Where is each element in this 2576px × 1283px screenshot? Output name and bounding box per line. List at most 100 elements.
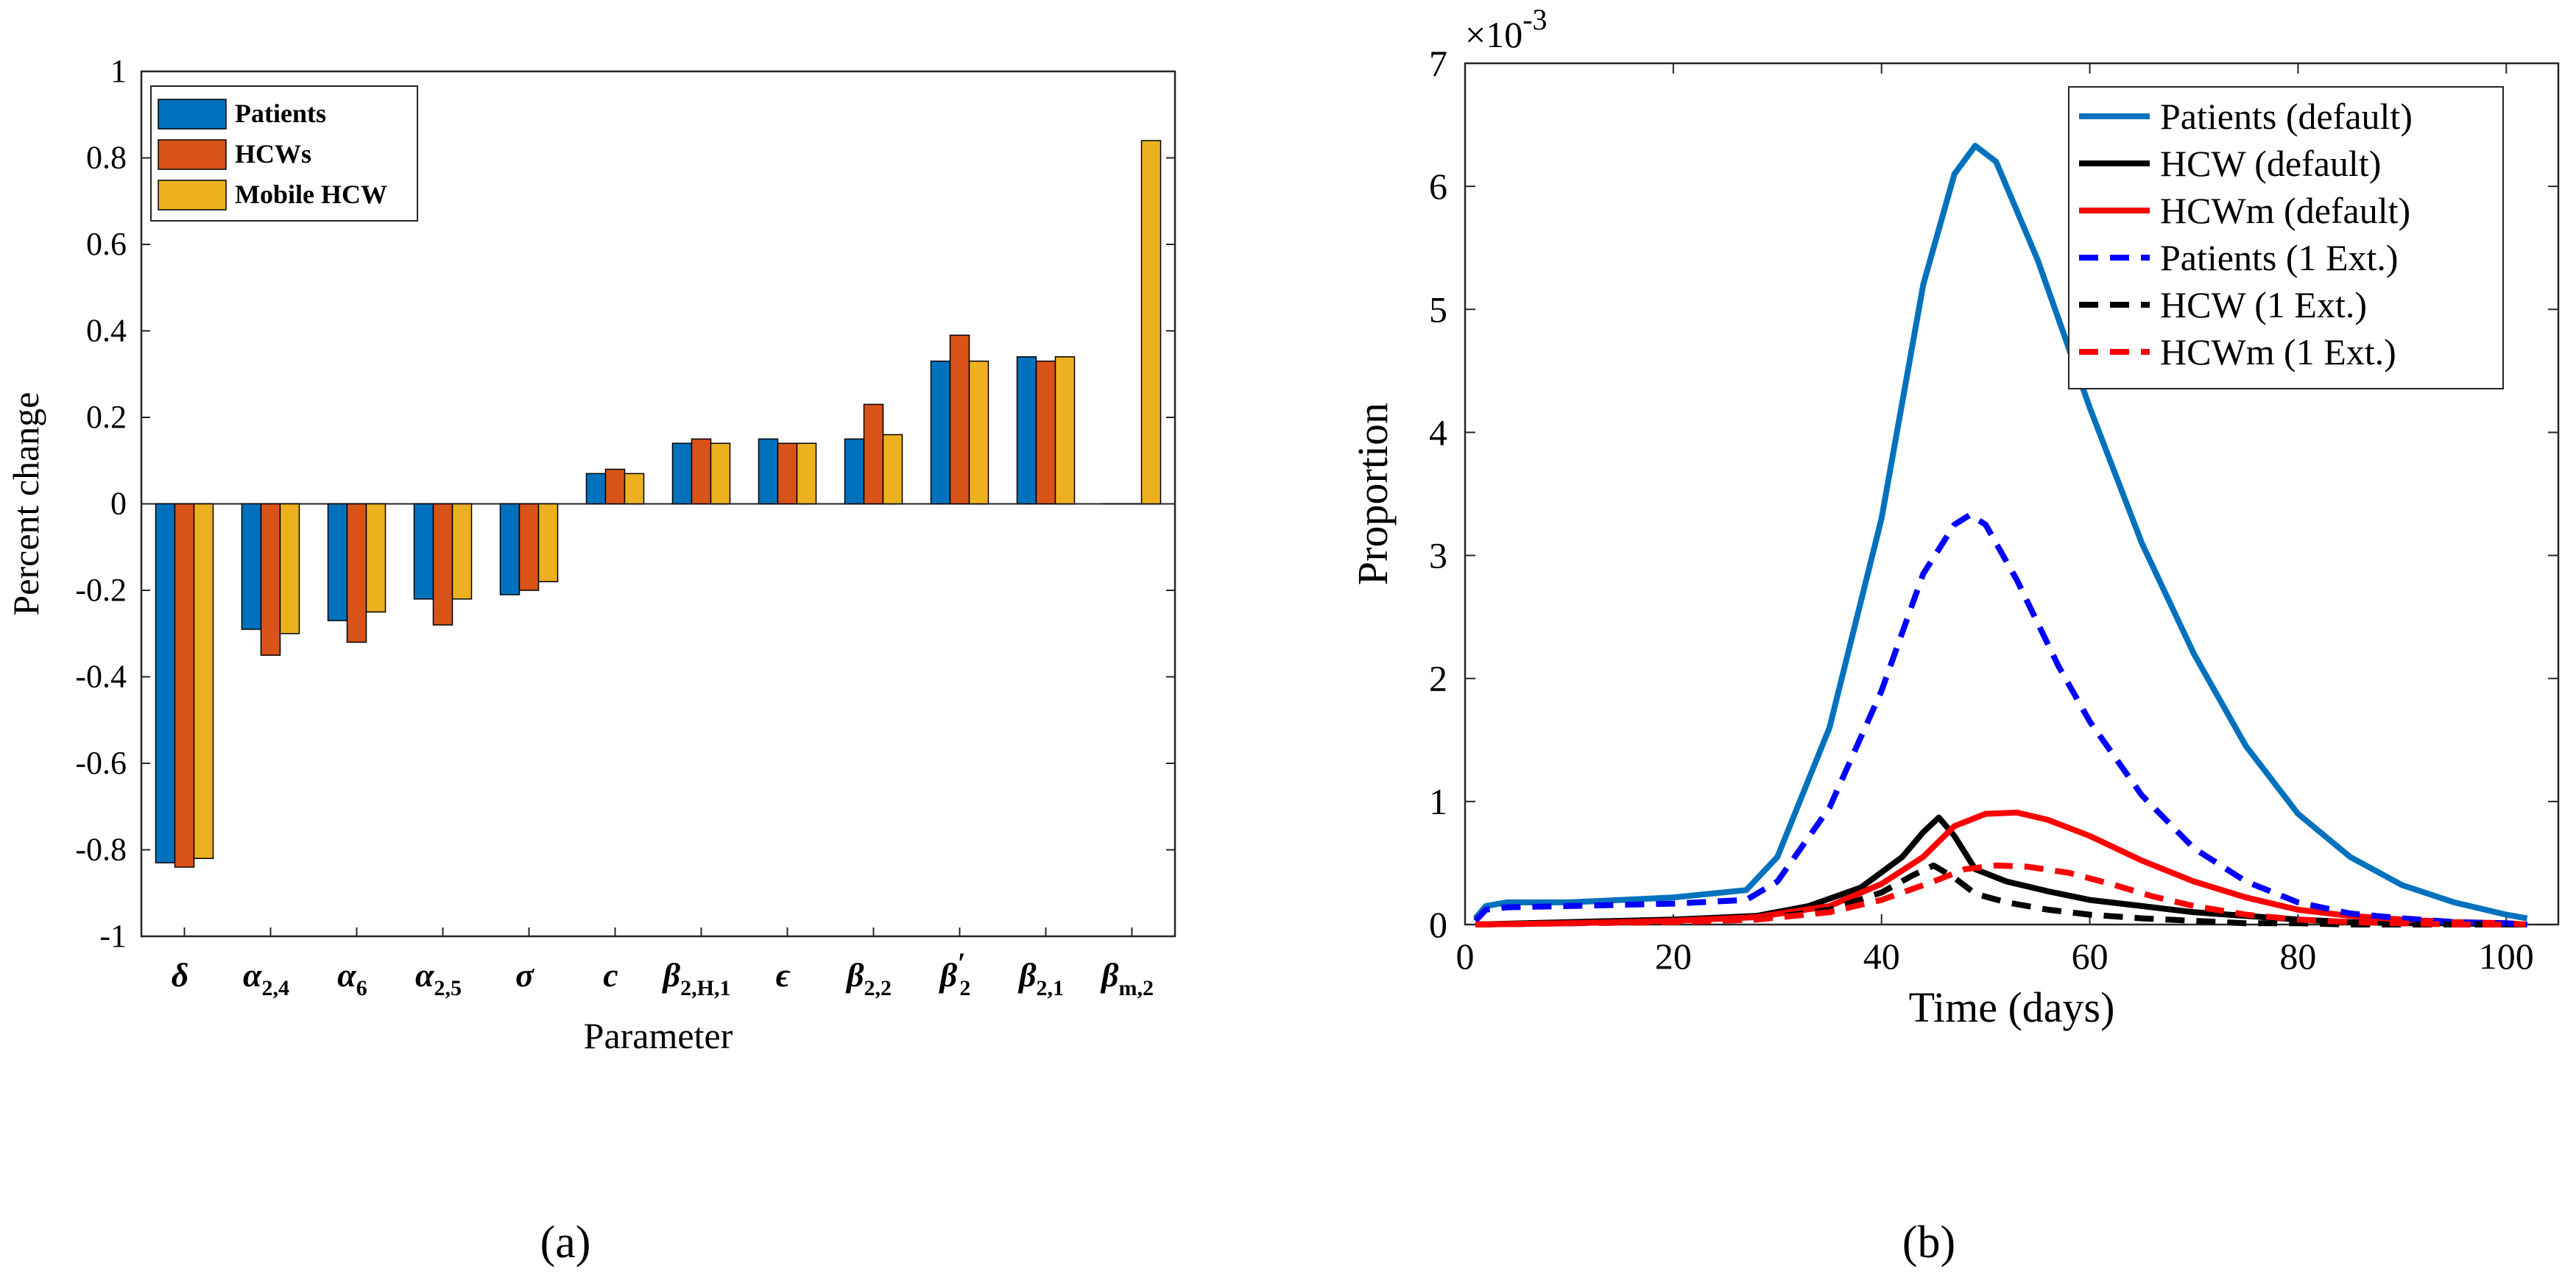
- y-axis-label: Percent change: [5, 392, 46, 615]
- bar-mobile-hcw: [625, 473, 644, 503]
- bar-hcws: [261, 504, 280, 656]
- legend-label: HCWs: [235, 139, 311, 169]
- y-tick-label: -0.4: [75, 659, 127, 695]
- param-subscript: m,2: [1119, 976, 1154, 1000]
- bar-mobile-hcw: [1056, 357, 1075, 504]
- bar-hcws: [606, 470, 625, 504]
- bar-patients: [501, 504, 520, 595]
- param-subscript: 2: [959, 976, 970, 1000]
- y-tick-label: 5: [1429, 289, 1447, 330]
- panel-a-caption: (a): [540, 1217, 591, 1268]
- x-tick-label: σ: [515, 956, 534, 994]
- x-tick-label: c: [603, 956, 618, 994]
- param-symbol: δ: [172, 956, 189, 994]
- param-symbol: α: [243, 956, 263, 994]
- bar-hcws: [175, 504, 194, 868]
- y-tick-label: -1: [99, 918, 127, 954]
- y-tick-label: -0.8: [75, 832, 127, 868]
- legend-label: HCWm (1 Ext.): [2160, 331, 2396, 372]
- bar-mobile-hcw: [194, 504, 214, 859]
- y-tick-label: 0: [1429, 904, 1447, 945]
- bar-mobile-hcw: [797, 443, 816, 503]
- y-tick-label: 0.4: [86, 313, 127, 349]
- param-symbol: β: [662, 956, 681, 994]
- bar-hcws: [1037, 361, 1056, 504]
- y-tick-label: -0.6: [75, 745, 127, 781]
- panel-label: (b): [1902, 1217, 1955, 1268]
- bar-mobile-hcw: [883, 435, 903, 504]
- param-symbol: β: [1100, 956, 1119, 994]
- y-tick-label: -0.2: [75, 572, 127, 608]
- bar-hcws: [692, 439, 711, 503]
- panel-b-caption: (b): [1902, 1217, 1955, 1268]
- legend-swatch: [158, 99, 226, 129]
- param-subscript: 2,4: [261, 976, 289, 1000]
- panel-label: (a): [540, 1217, 591, 1268]
- param-subscript: 6: [356, 976, 367, 1000]
- bar-patients: [328, 504, 347, 621]
- x-tick-label: ϵ: [776, 956, 791, 994]
- bar-patients: [759, 439, 778, 503]
- legend-label: HCWm (default): [2160, 190, 2410, 231]
- bar-patients: [845, 439, 864, 503]
- param-subscript: 2,H,1: [680, 976, 730, 1000]
- bar-mobile-hcw: [367, 504, 386, 612]
- param-symbol: α: [415, 956, 435, 994]
- bar-patients: [414, 504, 434, 599]
- bar-mobile-hcw: [453, 504, 472, 599]
- legend-swatch: [158, 180, 226, 210]
- param-prime: ′: [957, 947, 965, 980]
- legend-label: Patients (1 Ext.): [2160, 237, 2399, 278]
- y-tick-label: 1: [1429, 781, 1447, 822]
- x-tick-label: 40: [1863, 936, 1900, 977]
- x-axis-label: Parameter: [584, 1015, 733, 1056]
- bar-mobile-hcw: [1142, 141, 1161, 504]
- bar-mobile-hcw: [970, 361, 989, 504]
- multiplier-exponent: -3: [1522, 3, 1547, 36]
- bar-patients: [156, 504, 175, 863]
- bar-patients: [673, 443, 692, 503]
- x-tick-label: 100: [2479, 936, 2534, 977]
- x-tick-label: 0: [1456, 936, 1475, 977]
- param-symbol: α: [337, 956, 357, 994]
- legend-label: HCW (1 Ext.): [2160, 284, 2367, 325]
- legend-label: Patients (default): [2160, 96, 2413, 137]
- bar-patients: [931, 361, 950, 504]
- bar-mobile-hcw: [711, 443, 730, 503]
- x-tick-label: 80: [2279, 936, 2316, 977]
- y-tick-label: 0: [110, 486, 127, 522]
- multiplier-base: ×10: [1465, 14, 1522, 55]
- y-axis-label: Proportion: [1349, 403, 1397, 585]
- x-tick-label: 60: [2072, 936, 2109, 977]
- bar-hcws: [950, 335, 970, 503]
- legend-label: Patients: [235, 99, 326, 128]
- param-subscript: 2,5: [434, 976, 462, 1000]
- param-subscript: 2,1: [1037, 976, 1065, 1000]
- x-tick-label: δ: [172, 956, 189, 994]
- bar-patients: [242, 504, 261, 629]
- y-tick-label: 4: [1429, 411, 1447, 453]
- y-tick-label: 0.2: [86, 399, 127, 435]
- y-tick-label: 0.8: [86, 140, 127, 176]
- bar-hcws: [434, 504, 453, 626]
- bar-mobile-hcw: [280, 504, 300, 634]
- param-symbol: c: [603, 956, 618, 994]
- bar-patients: [1017, 357, 1037, 504]
- param-symbol: ϵ: [776, 956, 791, 994]
- param-symbol: β: [1017, 956, 1037, 994]
- x-axis-label: Time (days): [1909, 983, 2115, 1031]
- y-tick-label: 0.6: [86, 226, 127, 262]
- bar-hcws: [864, 404, 883, 503]
- y-tick-label: 7: [1429, 43, 1447, 84]
- y-tick-label: 1: [110, 53, 127, 89]
- bar-hcws: [347, 504, 367, 643]
- param-symbol: β: [939, 956, 958, 994]
- param-symbol: σ: [515, 956, 534, 994]
- legend-label: Mobile HCW: [235, 180, 387, 209]
- y-tick-label: 2: [1429, 658, 1447, 699]
- x-tick-label: 20: [1655, 936, 1692, 977]
- bar-hcws: [520, 504, 539, 591]
- legend-label: HCW (default): [2160, 143, 2381, 184]
